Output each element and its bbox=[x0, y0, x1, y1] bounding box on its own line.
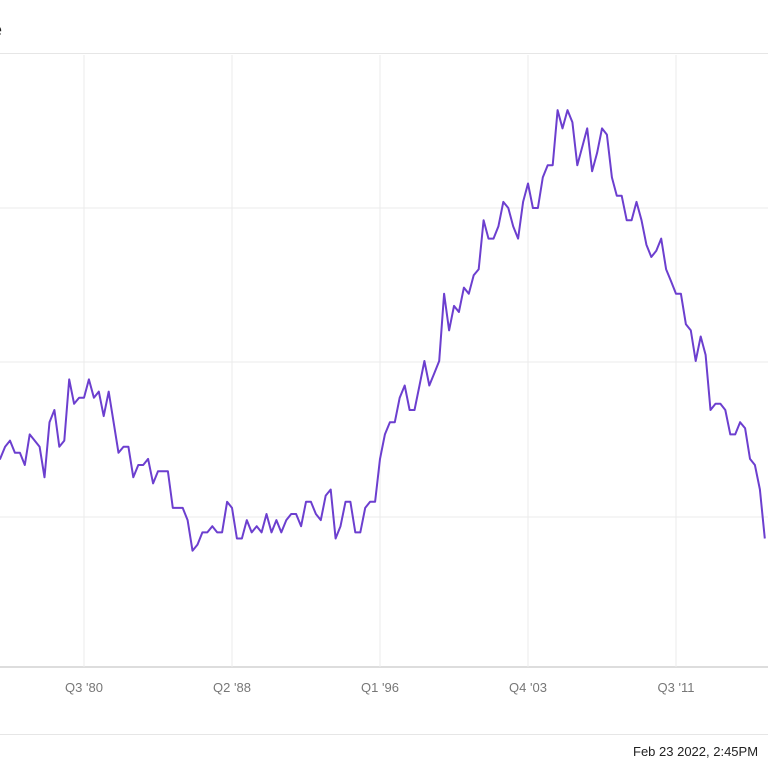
series-line bbox=[0, 109, 766, 552]
x-tick-label: Q1 '96 bbox=[361, 680, 399, 695]
chart-title-fragment: e bbox=[0, 20, 2, 41]
x-tick-label: Q4 '03 bbox=[509, 680, 547, 695]
timestamp: Feb 23 2022, 2:45PM bbox=[633, 744, 759, 759]
x-tick-label: Q3 '80 bbox=[65, 680, 103, 695]
x-axis-ticks: Q3 '80 Q2 '88 Q1 '96 Q4 '03 Q3 '11 bbox=[65, 680, 694, 695]
chart-header: e bbox=[0, 0, 768, 54]
gridlines bbox=[0, 55, 768, 668]
chart-footer: Feb 23 2022, 2:45PM bbox=[0, 734, 768, 768]
series-group bbox=[0, 109, 766, 552]
x-tick-label: Q2 '88 bbox=[213, 680, 251, 695]
x-tick-label: Q3 '11 bbox=[658, 680, 695, 695]
